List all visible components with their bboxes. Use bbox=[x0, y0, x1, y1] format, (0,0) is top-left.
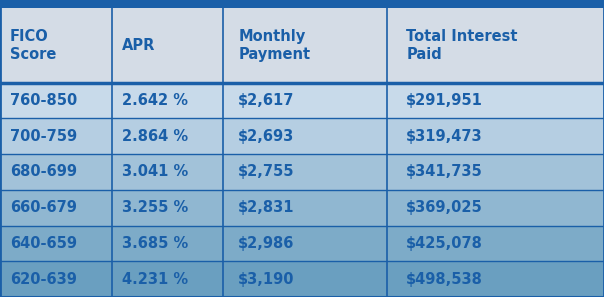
Text: 760-850: 760-850 bbox=[10, 93, 77, 108]
Text: $341,735: $341,735 bbox=[406, 165, 483, 179]
Text: Total Interest
Paid: Total Interest Paid bbox=[406, 29, 518, 62]
Text: 3.255 %: 3.255 % bbox=[122, 200, 188, 215]
Text: $498,538: $498,538 bbox=[406, 272, 483, 287]
Text: 2.642 %: 2.642 % bbox=[122, 93, 188, 108]
Text: $425,078: $425,078 bbox=[406, 236, 483, 251]
Text: $2,986: $2,986 bbox=[238, 236, 295, 251]
Bar bbox=[0, 0, 604, 8]
Text: $2,755: $2,755 bbox=[238, 165, 295, 179]
Text: $2,617: $2,617 bbox=[238, 93, 295, 108]
Text: 4.231 %: 4.231 % bbox=[122, 272, 188, 287]
Bar bbox=[0, 8, 604, 83]
Bar bbox=[0, 154, 604, 190]
Text: $2,831: $2,831 bbox=[238, 200, 295, 215]
Text: $291,951: $291,951 bbox=[406, 93, 483, 108]
Text: $369,025: $369,025 bbox=[406, 200, 483, 215]
Text: 3.685 %: 3.685 % bbox=[122, 236, 188, 251]
Text: APR: APR bbox=[122, 38, 155, 53]
Text: 640-659: 640-659 bbox=[10, 236, 77, 251]
Bar bbox=[0, 190, 604, 225]
Text: $2,693: $2,693 bbox=[238, 129, 294, 144]
Bar bbox=[0, 83, 604, 118]
Text: $319,473: $319,473 bbox=[406, 129, 483, 144]
Bar bbox=[0, 225, 604, 261]
Text: Monthly
Payment: Monthly Payment bbox=[238, 29, 310, 62]
Text: $3,190: $3,190 bbox=[238, 272, 295, 287]
Text: 2.864 %: 2.864 % bbox=[122, 129, 188, 144]
Text: 700-759: 700-759 bbox=[10, 129, 77, 144]
Bar bbox=[0, 118, 604, 154]
Bar bbox=[0, 261, 604, 297]
Text: FICO
Score: FICO Score bbox=[10, 29, 56, 62]
Text: 660-679: 660-679 bbox=[10, 200, 77, 215]
Text: 3.041 %: 3.041 % bbox=[122, 165, 188, 179]
Text: 620-639: 620-639 bbox=[10, 272, 77, 287]
Text: 680-699: 680-699 bbox=[10, 165, 77, 179]
